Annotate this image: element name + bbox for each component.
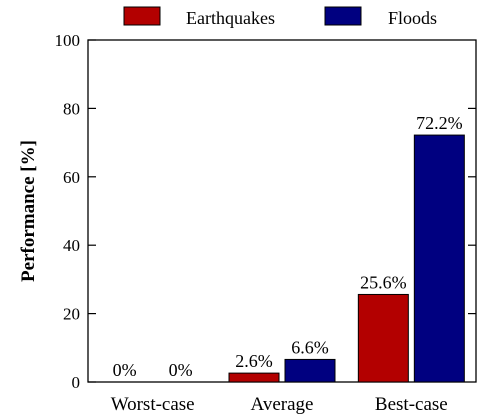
y-tick-label: 100 bbox=[55, 31, 81, 50]
legend-swatch-floods bbox=[324, 6, 362, 26]
y-axis-ticks: 0 20 40 60 80 100 bbox=[55, 31, 476, 392]
bar-value-label-floods-worst-case: 0% bbox=[169, 360, 193, 380]
legend-label-earthquakes: Earthquakes bbox=[186, 8, 275, 28]
y-tick-label: 60 bbox=[63, 168, 80, 187]
plot-area: 0 20 40 60 80 100 0% 0% 2.6% 6.6% 25.6% 72.2% bbox=[55, 31, 477, 392]
plot-frame bbox=[87, 39, 477, 383]
bar-value-labels: 0% 0% 2.6% 6.6% 25.6% 72.2% bbox=[113, 113, 463, 380]
bar-value-label-earthquakes-average: 2.6% bbox=[235, 351, 273, 371]
bar-value-label-floods-average: 6.6% bbox=[291, 337, 329, 357]
y-axis-label: Performance [%] bbox=[18, 140, 39, 282]
bar-value-label-earthquakes-worst-case: 0% bbox=[113, 360, 137, 380]
bar-earthquakes-best-case bbox=[357, 293, 409, 383]
legend-label-floods: Floods bbox=[388, 8, 437, 28]
y-tick-label: 80 bbox=[63, 99, 80, 118]
legend-swatch-earthquakes bbox=[123, 6, 161, 26]
bar-floods-average bbox=[284, 358, 336, 383]
x-tick-label-worst-case: Worst-case bbox=[111, 394, 195, 415]
bar-value-label-earthquakes-best-case: 25.6% bbox=[360, 272, 407, 292]
y-tick-label: 0 bbox=[72, 373, 81, 392]
x-tick-label-best-case: Best-case bbox=[375, 394, 448, 415]
x-tick-label-average: Average bbox=[251, 394, 314, 415]
x-axis-category-labels: Worst-case Average Best-case bbox=[111, 394, 448, 415]
bar-floods-best-case bbox=[413, 134, 465, 383]
bars bbox=[228, 134, 465, 383]
y-tick-label: 20 bbox=[63, 305, 80, 324]
legend: Earthquakes Floods bbox=[123, 6, 437, 28]
y-tick-label: 40 bbox=[63, 236, 80, 255]
bar-earthquakes-average bbox=[228, 372, 280, 383]
bar-value-label-floods-best-case: 72.2% bbox=[416, 113, 463, 133]
